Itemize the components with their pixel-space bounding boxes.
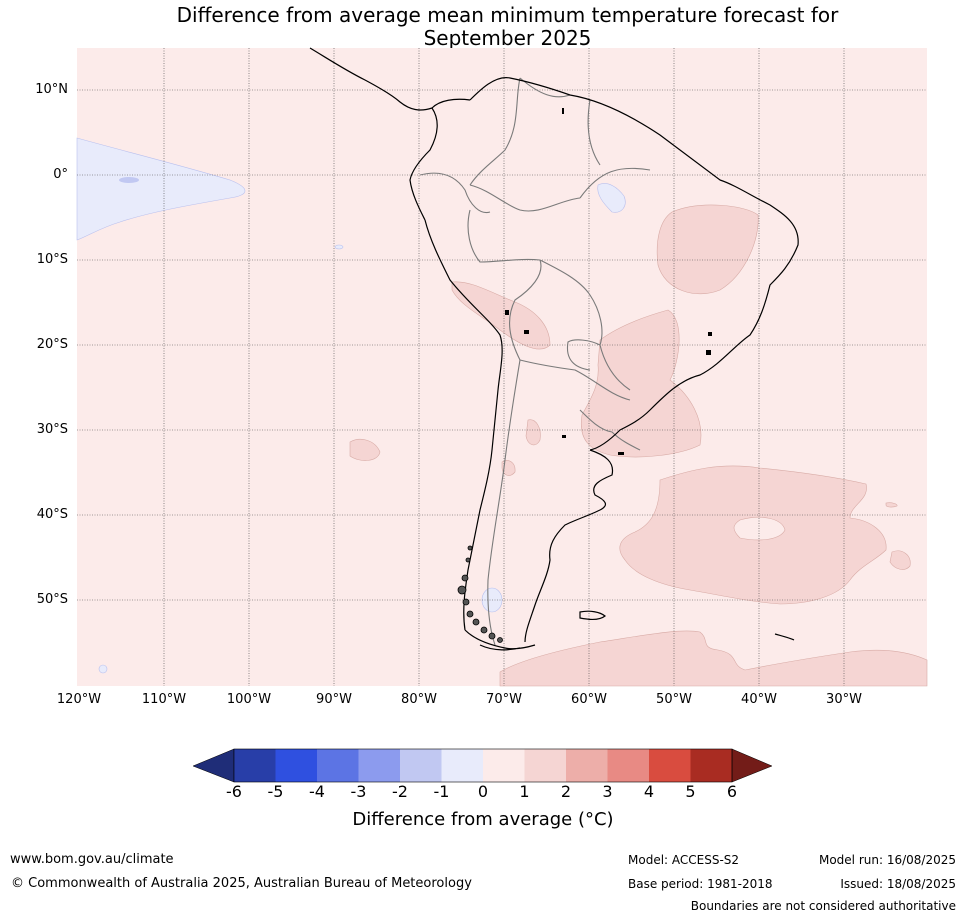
colorbar-bin-2 xyxy=(275,749,317,782)
colorbar-tick: -4 xyxy=(309,782,325,801)
cool-anomaly-spot xyxy=(119,177,139,183)
lat-label-10s: 10°S xyxy=(36,252,68,267)
colorbar-tick: 1 xyxy=(519,782,530,801)
colorbar-tick: -1 xyxy=(433,782,450,801)
colorbar-tick: 6 xyxy=(726,782,738,801)
boundaries-disclaimer: Boundaries are not considered authoritat… xyxy=(690,899,956,913)
issued-date: Issued: 18/08/2025 xyxy=(840,877,956,891)
country-borders xyxy=(419,77,651,646)
lat-label-30s: 30°S xyxy=(36,422,68,437)
colorbar-bin-9 xyxy=(566,749,608,782)
lat-label-50s: 50°S xyxy=(36,592,68,607)
coast-south-georgia xyxy=(774,633,795,641)
lon-label-40w: 40°W xyxy=(741,692,777,707)
lat-label-0: 0° xyxy=(53,167,68,182)
colorbar-tick: -2 xyxy=(392,782,408,801)
colorbar-bin-11 xyxy=(649,749,691,782)
colorbar-bin-10 xyxy=(607,749,649,782)
base-period: Base period: 1981-2018 xyxy=(628,877,773,891)
warm-area-andes-30s xyxy=(525,419,541,446)
coast-rio-de-la-plata xyxy=(524,449,614,643)
colorbar-bin-1 xyxy=(234,749,276,782)
colorbar-over-arrow xyxy=(731,748,773,783)
website-link[interactable]: www.bom.gov.au/climate xyxy=(10,852,174,867)
lon-label-30w: 30°W xyxy=(826,692,862,707)
copyright-text: © Commonwealth of Australia 2025, Austra… xyxy=(11,876,472,891)
coast-central-america xyxy=(309,47,471,111)
map-title: Difference from average mean minimum tem… xyxy=(0,4,965,50)
coast-pacific-south-america xyxy=(424,219,503,631)
model-run-date: Model run: 16/08/2025 xyxy=(818,853,956,867)
colorbar-tick: 4 xyxy=(643,782,655,801)
coastlines xyxy=(309,47,799,651)
warm-area-pacific-30s xyxy=(349,439,381,461)
colorbar-tick: -5 xyxy=(267,782,284,801)
lon-label-70w: 70°W xyxy=(486,692,522,707)
coast-north-south-america xyxy=(469,77,799,451)
coast-falklands xyxy=(579,610,606,620)
colorbar-outline xyxy=(233,748,733,783)
title-line-1: Difference from average mean minimum tem… xyxy=(176,3,839,27)
colorbar-bin-8 xyxy=(524,749,566,782)
warm-area-parana xyxy=(580,309,702,458)
colorbar-bin-3 xyxy=(317,749,359,782)
lakes xyxy=(505,108,712,455)
warm-area-east-spot-2 xyxy=(885,502,898,508)
colorbar-bin-12 xyxy=(690,749,732,782)
lon-label-80w: 80°W xyxy=(401,692,437,707)
chilean-archipelago xyxy=(457,545,503,643)
colorbar-tick: -3 xyxy=(350,782,367,801)
colorbar-bin-5 xyxy=(400,749,442,782)
lat-label-20s: 20°S xyxy=(36,337,68,352)
warm-area-ne-brazil xyxy=(656,204,759,295)
cool-anomaly-amazon xyxy=(597,183,626,213)
warm-area-southern-ocean xyxy=(499,630,928,687)
title-line-2: September 2025 xyxy=(423,26,592,50)
lon-label-90w: 90°W xyxy=(316,692,352,707)
colorbar-tick: -6 xyxy=(226,782,242,801)
lon-label-110w: 110°W xyxy=(141,692,187,707)
colorbar xyxy=(192,748,773,783)
model-name: Model: ACCESS-S2 xyxy=(628,853,740,867)
colorbar-tick: 3 xyxy=(602,782,613,801)
lat-label-40s: 40°S xyxy=(36,507,68,522)
cool-anomaly-small-2 xyxy=(98,664,108,674)
warm-area-south-atlantic-hole xyxy=(733,517,786,541)
lat-label-10n: 10°N xyxy=(35,82,68,97)
coast-caribbean xyxy=(409,107,438,221)
cool-anomaly-small xyxy=(334,244,344,250)
colorbar-tick: 2 xyxy=(560,782,572,801)
lon-label-50w: 50°W xyxy=(656,692,692,707)
lon-label-120w: 120°W xyxy=(56,692,102,707)
lon-label-60w: 60°W xyxy=(571,692,607,707)
colorbar-under-arrow xyxy=(192,748,235,783)
colorbar-bin-6 xyxy=(441,749,483,782)
colorbar-tick: 0 xyxy=(477,782,489,801)
colorbar-tick: 5 xyxy=(685,782,696,801)
warm-anomaly-areas xyxy=(349,204,928,687)
colorbar-bin-4 xyxy=(358,749,400,782)
coast-tierra-del-fuego xyxy=(464,629,536,651)
lon-label-100w: 100°W xyxy=(226,692,272,707)
cool-anomaly-equatorial-pacific xyxy=(76,137,246,241)
colorbar-label: Difference from average (°C) xyxy=(352,809,614,830)
colorbar-bin-7 xyxy=(483,749,525,782)
warm-area-east-spot xyxy=(889,550,911,570)
